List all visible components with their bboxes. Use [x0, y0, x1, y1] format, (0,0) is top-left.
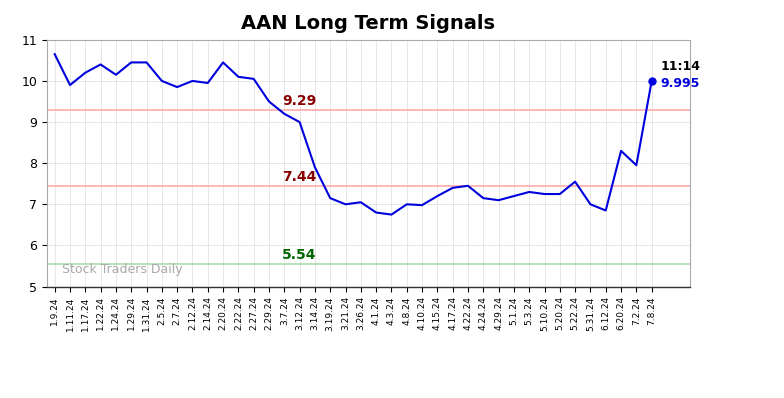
Text: 9.29: 9.29 — [282, 94, 317, 108]
Text: Stock Traders Daily: Stock Traders Daily — [63, 263, 183, 276]
Text: 11:14: 11:14 — [661, 60, 701, 73]
Text: 9.995: 9.995 — [661, 77, 700, 90]
Text: 7.44: 7.44 — [282, 170, 317, 184]
Text: 5.54: 5.54 — [282, 248, 317, 262]
Title: AAN Long Term Signals: AAN Long Term Signals — [241, 14, 495, 33]
